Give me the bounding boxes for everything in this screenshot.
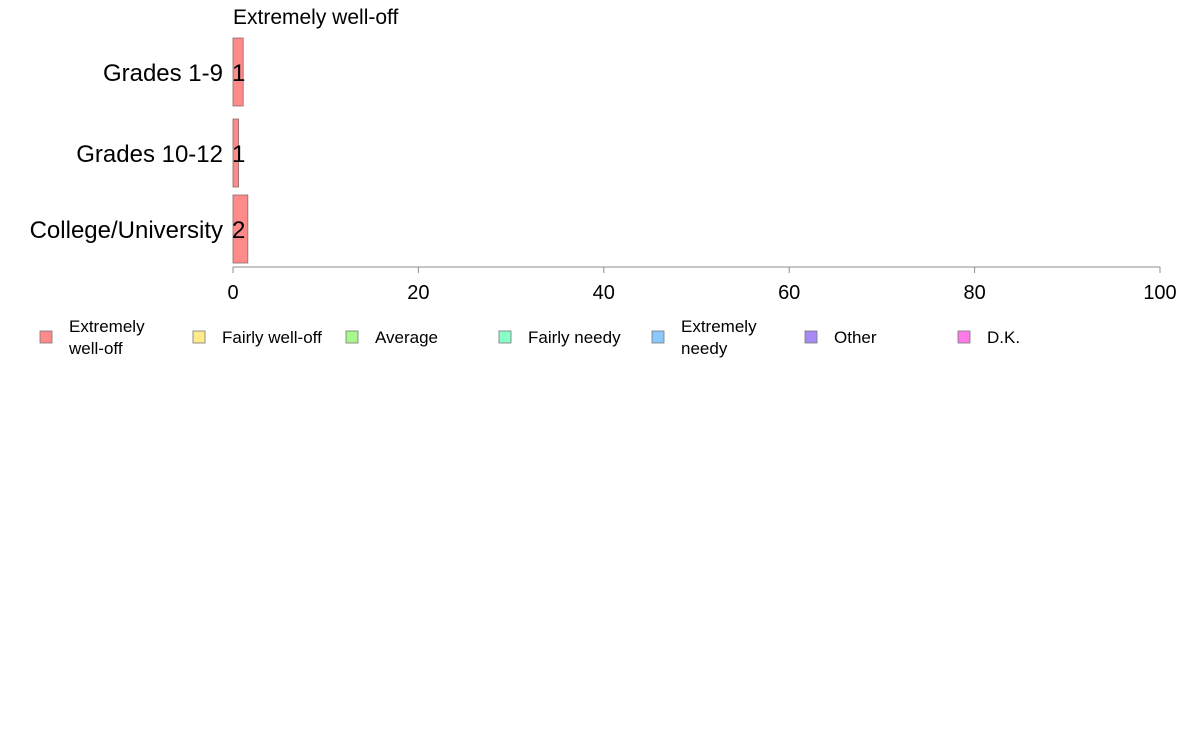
x-tick-label: 80	[963, 282, 985, 304]
legend-swatch	[345, 330, 359, 344]
bar	[232, 194, 249, 264]
category-label: Grades 1-9	[103, 60, 223, 87]
legend-swatch	[804, 330, 818, 344]
legend-swatch	[192, 330, 206, 344]
legend-label: Extremely needy	[681, 317, 757, 358]
legend-label: Fairly well-off	[222, 328, 322, 347]
legend-swatch	[498, 330, 512, 344]
chart-title: Extremely well-off	[233, 6, 398, 29]
x-axis: 0 20 40 60 80 100	[227, 266, 1177, 304]
legend-swatch	[39, 330, 53, 344]
legend-label: Average	[375, 328, 438, 347]
bar-value-label: 2	[232, 217, 245, 244]
legend-label: Extremely well-off	[68, 317, 145, 358]
category-label: Grades 10-12	[76, 141, 223, 168]
legend-swatch	[651, 330, 665, 344]
x-tick-label: 20	[407, 282, 429, 304]
x-tick-label: 40	[593, 282, 615, 304]
legend-label: Other	[834, 328, 877, 347]
bar-value-label: 1	[232, 60, 245, 87]
bars-group: Grades 1-9 1 Grades 10-12 1 College/Universi…	[30, 37, 249, 264]
bar-value-label: 1	[232, 141, 245, 168]
bar	[232, 118, 239, 188]
x-tick-label: 100	[1143, 282, 1176, 304]
legend-label: Fairly needy	[528, 328, 621, 347]
x-tick-label: 60	[778, 282, 800, 304]
category-label: College/University	[30, 217, 223, 244]
legend-label: D.K.	[987, 328, 1020, 347]
legend: Extremely well-off Fairly well-off Average F…	[39, 317, 1020, 358]
x-tick-label: 0	[227, 282, 238, 304]
legend-swatch	[957, 330, 971, 344]
bar	[232, 37, 244, 107]
